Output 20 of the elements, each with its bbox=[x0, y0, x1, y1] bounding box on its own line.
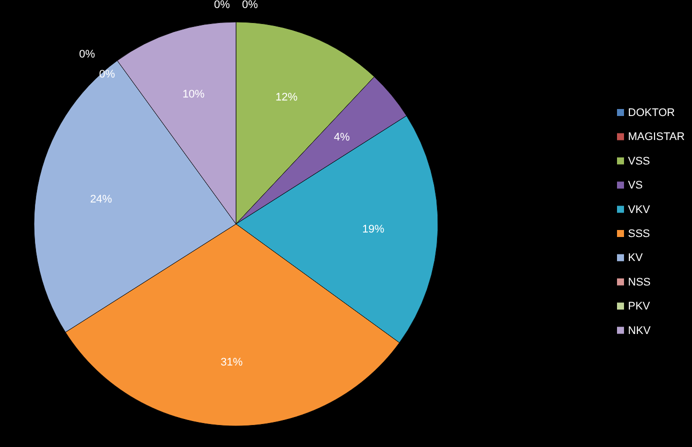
legend-label: KV bbox=[628, 252, 644, 264]
data-label: 24% bbox=[90, 193, 112, 206]
legend-label: VS bbox=[628, 180, 643, 192]
text: 0% bbox=[214, 0, 230, 11]
legend-label: NSS bbox=[628, 276, 651, 288]
data-label: 12% bbox=[276, 91, 298, 104]
legend-label: VKV bbox=[628, 204, 651, 216]
data-label: 31% bbox=[220, 356, 243, 368]
data-label: 19% bbox=[362, 223, 385, 236]
legend-label: DOKTOR bbox=[628, 107, 675, 119]
legend-label: PKV bbox=[628, 300, 651, 313]
data-label: 4% bbox=[334, 131, 350, 144]
legend-label: MAGISTAR bbox=[628, 131, 685, 144]
text: 0% bbox=[79, 48, 96, 60]
data-label: 10% bbox=[182, 88, 205, 100]
legend-label: SSS bbox=[628, 228, 650, 240]
text: 0% bbox=[99, 68, 116, 80]
legend-label: VSS bbox=[628, 155, 650, 168]
text: 0% bbox=[242, 0, 258, 11]
legend-label: NKV bbox=[628, 324, 652, 337]
